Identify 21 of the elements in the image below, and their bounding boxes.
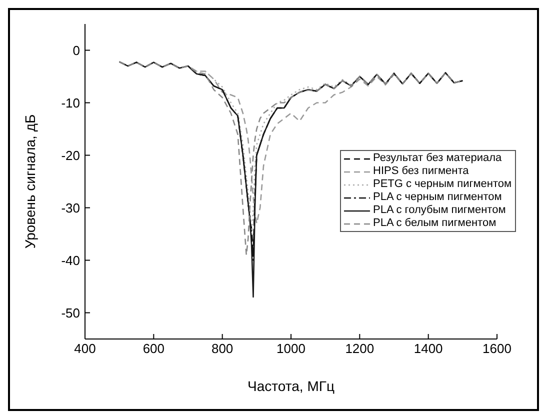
y-tick-label: -20 [61, 148, 80, 163]
x-tick-label: 1200 [345, 341, 374, 356]
x-tick-label: 1600 [482, 341, 512, 356]
x-tick-label: 800 [211, 341, 234, 356]
legend-label: Результат без материала [373, 152, 502, 165]
legend-label: PETG с черным пигментом [373, 178, 512, 191]
legend-label: PLA с белым пигментом [373, 217, 496, 230]
legend-label: PLA с голубым пигментом [373, 204, 506, 217]
x-tick-label: 1400 [414, 341, 443, 356]
x-tick-label: 600 [142, 341, 165, 356]
legend-label: PLA с черным пигментом [373, 191, 502, 204]
y-tick-label: -10 [61, 95, 80, 110]
x-tick-label: 1000 [276, 341, 306, 356]
y-tick-label: 0 [72, 42, 80, 58]
y-tick-label: -50 [61, 305, 80, 320]
x-tick-label: 400 [74, 341, 96, 356]
y-tick-label: -30 [61, 200, 80, 216]
y-axis-title: Уровень сигнала, дБ [22, 114, 38, 249]
y-tick-label: -40 [61, 252, 80, 268]
legend-label: HIPS без пигмента [373, 165, 469, 178]
x-axis-title: Частота, МГц [248, 378, 334, 394]
